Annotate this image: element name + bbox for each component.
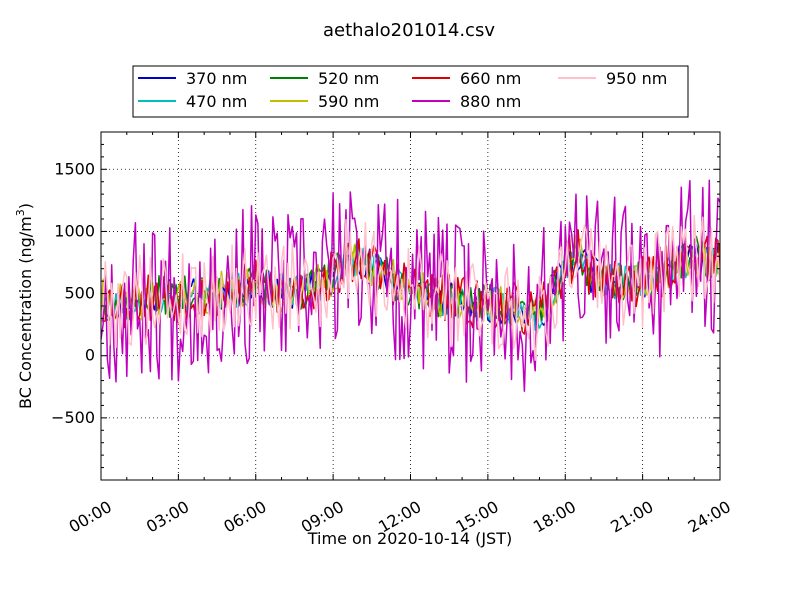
y-tick-label: 1000 — [54, 221, 95, 240]
y-tick-label: 500 — [64, 284, 95, 303]
y-tick-label: −500 — [51, 408, 95, 427]
legend-label: 660 nm — [460, 69, 521, 88]
legend-label: 370 nm — [186, 69, 247, 88]
legend-label: 470 nm — [186, 92, 247, 111]
legend-label: 880 nm — [460, 92, 521, 111]
y-tick-label: 0 — [85, 346, 95, 365]
legend-box — [132, 65, 689, 118]
y-tick-labels: −500 0 500 1000 1500 — [51, 159, 95, 427]
x-tick-label: 18:00 — [530, 497, 579, 537]
legend: 370 nm 470 nm 520 nm 590 nm 660 nm 880 nm 950 … — [138, 69, 667, 111]
x-tick-label: 03:00 — [143, 497, 192, 537]
x-tick-label: 21:00 — [607, 497, 656, 537]
series-line — [101, 179, 720, 392]
y-axis-label-main: BC Concentration (ng/m — [16, 216, 35, 409]
series-line — [101, 214, 720, 361]
series-layer — [101, 179, 720, 392]
x-tick-label: 00:00 — [66, 497, 115, 537]
y-axis-label: BC Concentration (ng/m3) — [14, 203, 35, 409]
chart-title: aethalo201014.csv — [323, 20, 495, 41]
x-axis-label: Time on 2020-10-14 (JST) — [307, 529, 512, 548]
y-axis-label-end: ) — [16, 203, 35, 209]
legend-label: 950 nm — [606, 69, 667, 88]
x-tick-label: 24:00 — [685, 497, 734, 537]
legend-label: 520 nm — [318, 69, 379, 88]
legend-label: 590 nm — [318, 92, 379, 111]
y-tick-label: 1500 — [54, 159, 95, 178]
x-tick-label: 06:00 — [220, 497, 269, 537]
ticks — [100, 131, 721, 480]
y-axis-label-sup: 3 — [14, 209, 27, 216]
